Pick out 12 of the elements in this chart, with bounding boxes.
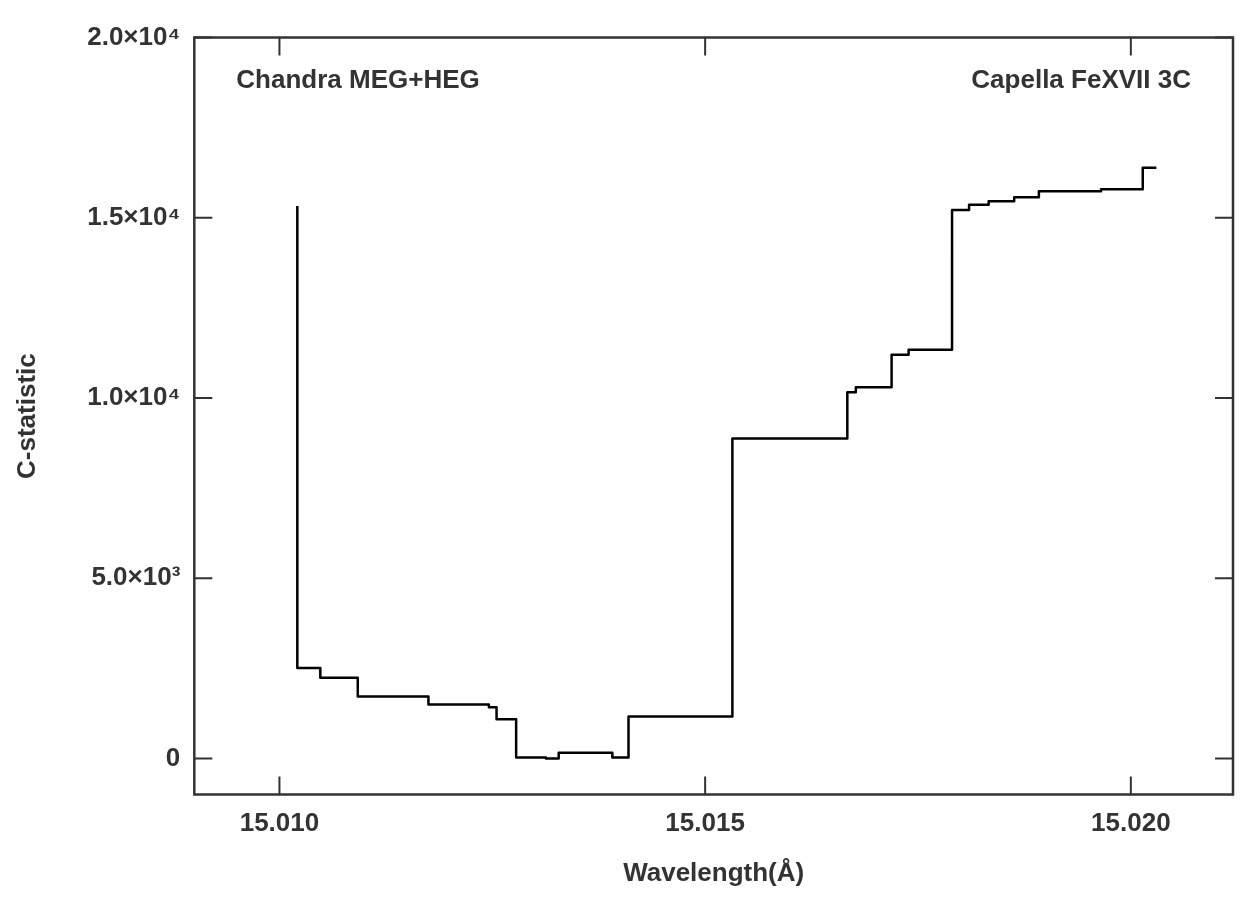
- y-tick-label: 1.0×10⁴: [87, 381, 181, 412]
- y-tick-label: 5.0×10³: [91, 561, 181, 592]
- x-tick-label: 15.015: [665, 807, 745, 838]
- x-axis-title: Wavelength(Å): [623, 856, 805, 887]
- annotation: Chandra MEG+HEG: [236, 63, 480, 94]
- y-tick-label: 0: [165, 741, 181, 772]
- y-tick-label: 2.0×10⁴: [87, 20, 181, 51]
- x-tick-label: 15.010: [239, 807, 320, 838]
- x-tick-label: 15.020: [1091, 807, 1171, 838]
- annotation: Capella FeXVII 3C: [971, 63, 1192, 94]
- y-axis-title: C-statistic: [10, 353, 41, 479]
- y-tick-label: 1.5×10⁴: [87, 201, 181, 232]
